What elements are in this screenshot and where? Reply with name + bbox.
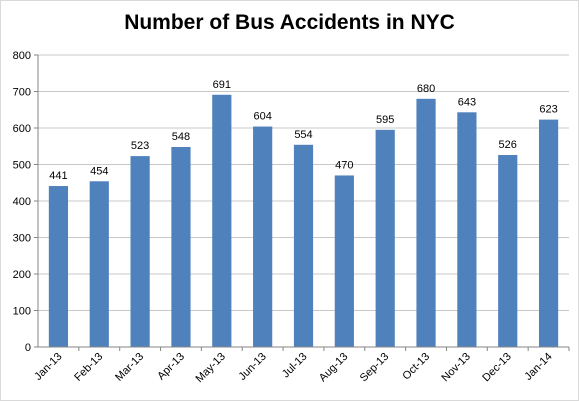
data-label: 691 [213, 79, 231, 91]
y-tick-label: 0 [25, 342, 31, 354]
bar-feb-13 [89, 181, 109, 347]
y-tick-label: 600 [13, 123, 31, 135]
y-tick-label: 200 [13, 269, 31, 281]
x-tick-label: Mar-13 [113, 351, 146, 384]
data-labels: 441 454 523 548 691 604 554 470 595 680 643 526 623 [49, 79, 558, 182]
x-tick-label: Aug-13 [317, 351, 351, 385]
x-tick-label: May-13 [194, 351, 228, 385]
bar-apr-13 [171, 146, 191, 347]
data-label: 680 [417, 83, 435, 95]
data-label: 604 [253, 111, 271, 123]
bar-jun-13 [253, 126, 273, 347]
y-axis-ticks: 0 100 200 300 400 500 600 700 800 [13, 50, 38, 354]
y-tick-label: 400 [13, 196, 31, 208]
bar-jul-13 [293, 144, 314, 347]
y-tick-label: 100 [13, 306, 31, 318]
bar-jan-13 [48, 186, 69, 347]
x-axis-ticks: Jan-13 Feb-13 Mar-13 Apr-13 May-13 Jun-13 Jul-… [32, 347, 570, 385]
x-tick-label: Apr-13 [155, 351, 187, 383]
x-tick-label: Feb-13 [72, 351, 105, 384]
bar-nov-13 [457, 112, 477, 348]
data-label: 470 [335, 159, 353, 171]
y-tick-label: 800 [13, 50, 31, 62]
bar-dec-13 [498, 155, 518, 347]
chart-title: Number of Bus Accidents in NYC [124, 11, 455, 34]
bar-aug-13 [334, 175, 354, 347]
data-label: 643 [458, 96, 476, 108]
data-label: 623 [539, 104, 557, 116]
x-tick-label: Jan-13 [32, 351, 64, 383]
bar-sep-13 [375, 129, 395, 347]
bars [48, 94, 559, 348]
bar-mar-13 [130, 156, 150, 347]
bar-may-13 [212, 94, 232, 347]
x-tick-label: Jan-14 [522, 351, 554, 383]
y-tick-label: 300 [13, 233, 31, 245]
x-tick-label: Oct-13 [400, 351, 432, 383]
x-tick-label: Sep-13 [358, 351, 392, 385]
data-label: 441 [49, 170, 67, 182]
data-label: 454 [90, 165, 108, 177]
data-label: 523 [131, 140, 149, 152]
bar-jan-14 [538, 119, 559, 347]
data-label: 554 [294, 129, 312, 141]
data-label: 548 [172, 131, 190, 143]
y-tick-label: 700 [13, 87, 31, 99]
y-tick-label: 500 [13, 160, 31, 172]
bar-oct-13 [416, 98, 436, 347]
data-label: 595 [376, 114, 394, 126]
data-label: 526 [499, 139, 517, 151]
x-tick-label: Dec-13 [480, 351, 514, 385]
x-tick-label: Jul-13 [280, 351, 310, 381]
x-tick-label: Nov-13 [439, 351, 473, 385]
x-tick-label: Jun-13 [237, 351, 269, 383]
